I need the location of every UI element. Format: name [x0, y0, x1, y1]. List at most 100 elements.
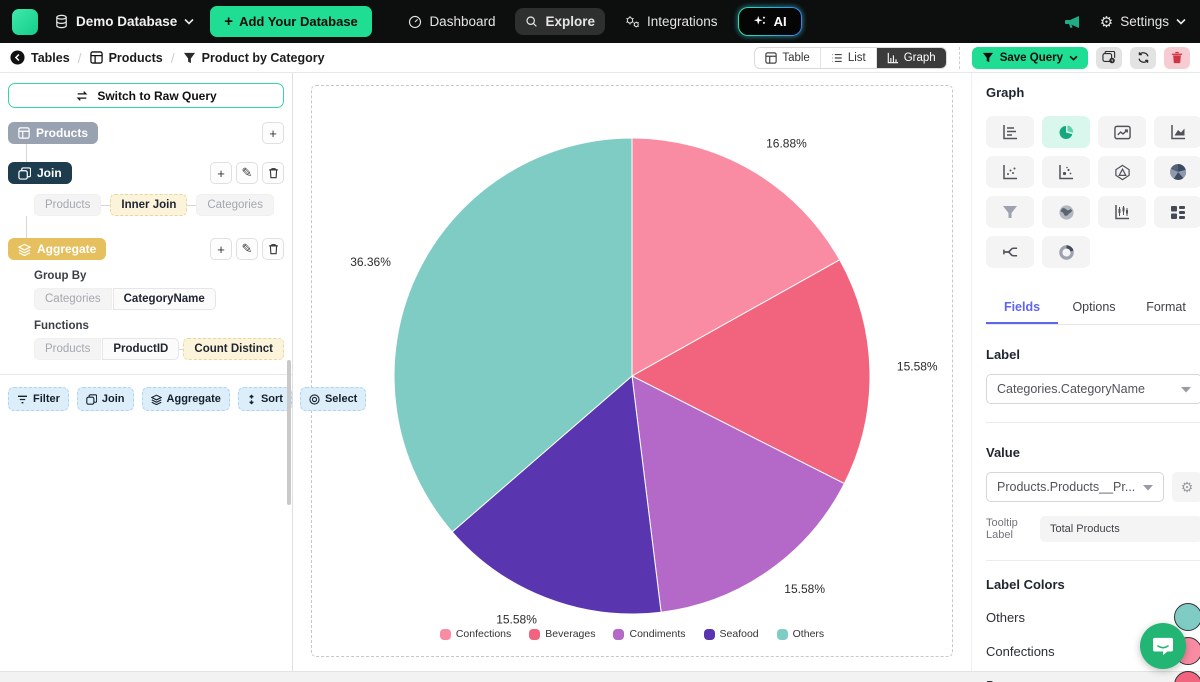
chart-card: 16.88% 15.58% 15.58% 15.58% 36.36% Confectio… — [311, 85, 953, 657]
trash-icon — [268, 167, 279, 179]
funnel-chart-icon[interactable] — [986, 196, 1034, 228]
aggregate-action-button[interactable]: Aggregate — [141, 387, 230, 411]
scatter-plot-icon[interactable] — [986, 156, 1034, 188]
value-settings-button[interactable]: ⚙ — [1172, 472, 1200, 502]
join-icon — [18, 166, 31, 180]
add-database-button[interactable]: + Add Your Database — [210, 6, 372, 37]
pie-slice-condiments[interactable] — [631, 375, 845, 613]
app-logo[interactable] — [12, 8, 38, 35]
legend-item-seafood[interactable]: Seafood — [703, 628, 759, 640]
saved-snapshots-button[interactable] — [1096, 46, 1122, 69]
aggregate-badge[interactable]: Aggregate — [8, 238, 107, 260]
pie-value-label: 15.58% — [897, 360, 938, 374]
chat-widget-button[interactable] — [1140, 623, 1186, 669]
horizontal-scrollbar[interactable] — [0, 671, 1200, 682]
treemap-chart-icon[interactable] — [1154, 196, 1200, 228]
panel-scrollbar[interactable] — [287, 360, 291, 505]
filter-action-button[interactable]: Filter — [8, 387, 69, 411]
bubble-chart-icon[interactable] — [1042, 156, 1090, 188]
select-icon — [309, 393, 320, 405]
source-table-badge[interactable]: Products — [8, 122, 99, 144]
nav-integrations[interactable]: Integrations — [615, 8, 728, 35]
aggregate-delete-button[interactable] — [262, 238, 284, 260]
aggregate-edit-button[interactable]: ✎ — [236, 238, 258, 260]
chip-connector — [179, 348, 184, 350]
pie-slice-beverages[interactable] — [630, 259, 871, 485]
select-action-button[interactable]: Select — [299, 387, 367, 411]
layers-icon — [18, 243, 31, 256]
group-table-chip[interactable]: Categories — [34, 288, 112, 310]
join-right-chip[interactable]: Categories — [196, 194, 274, 216]
search-icon — [525, 15, 538, 28]
join-add-button[interactable]: + — [210, 162, 232, 184]
label-field-select[interactable]: Categories.CategoryName — [986, 374, 1200, 404]
ai-button[interactable]: AI — [738, 7, 802, 36]
join-action-button[interactable]: Join — [76, 387, 134, 411]
bar-chart-icon[interactable] — [986, 116, 1034, 148]
fn-name-chip[interactable]: Count Distinct — [183, 338, 284, 360]
refresh-button[interactable] — [1130, 46, 1156, 69]
nav-settings[interactable]: ⚙ Settings — [1098, 7, 1188, 37]
delete-query-button[interactable] — [1164, 46, 1190, 69]
line-chart-icon[interactable] — [1098, 116, 1146, 148]
join-badge[interactable]: Join — [8, 162, 72, 184]
megaphone-icon[interactable] — [1064, 13, 1084, 31]
polar-chart-icon[interactable] — [1154, 156, 1200, 188]
view-graph-button[interactable]: Graph — [875, 47, 946, 68]
label-section-title: Label — [986, 347, 1020, 362]
tab-fields[interactable]: Fields — [986, 294, 1058, 324]
tab-format[interactable]: Format — [1146, 300, 1186, 314]
gear-icon: ⚙ — [1180, 478, 1194, 495]
join-icon — [86, 393, 97, 405]
switch-raw-query-button[interactable]: Switch to Raw Query — [8, 83, 284, 108]
aggregate-add-button[interactable]: + — [210, 238, 232, 260]
view-list-button[interactable]: List — [819, 47, 876, 68]
plus-icon: + — [224, 13, 234, 30]
pie-slice-confections[interactable] — [631, 137, 841, 377]
join-delete-button[interactable] — [262, 162, 284, 184]
breadcrumb-tables[interactable]: Tables — [10, 50, 70, 65]
legend-item-condiments[interactable]: Condiments — [613, 628, 686, 640]
group-field-chip[interactable]: CategoryName — [112, 288, 216, 310]
join-type-chip[interactable]: Inner Join — [110, 194, 188, 216]
panel-divider — [0, 374, 292, 375]
candlestick-chart-icon[interactable] — [1098, 196, 1146, 228]
breadcrumb-view[interactable]: Product by Category — [183, 51, 325, 65]
color-swatch[interactable] — [1174, 603, 1200, 631]
legend-label: Seafood — [719, 628, 759, 640]
join-edit-button[interactable]: ✎ — [236, 162, 258, 184]
color-swatch[interactable] — [1174, 671, 1200, 682]
card-history-icon — [1102, 51, 1116, 64]
swap-icon — [75, 90, 89, 102]
section-divider — [986, 560, 1200, 561]
legend-item-others[interactable]: Others — [776, 628, 824, 640]
view-table-button[interactable]: Table — [755, 47, 820, 68]
map-chart-icon[interactable] — [1042, 196, 1090, 228]
legend-item-confections[interactable]: Confections — [439, 628, 511, 640]
sort-action-button[interactable]: Sort — [237, 387, 292, 411]
label-color-row-beverages: Beverages — [986, 668, 1200, 682]
tooltip-label-input[interactable] — [1040, 516, 1200, 542]
area-chart-icon[interactable] — [1154, 116, 1200, 148]
pie-slice-others[interactable] — [393, 137, 633, 533]
pie-slice-seafood[interactable] — [451, 375, 662, 615]
legend-item-beverages[interactable]: Beverages — [529, 628, 595, 640]
gauge-chart-icon[interactable] — [1042, 236, 1090, 268]
join-left-chip[interactable]: Products — [34, 194, 102, 216]
nav-dashboard[interactable]: Dashboard — [398, 8, 505, 35]
pie-chart[interactable]: 16.88% 15.58% 15.58% 15.58% 36.36% — [312, 86, 952, 626]
pie-chart-icon[interactable] — [1042, 116, 1090, 148]
radar-chart-icon[interactable] — [1098, 156, 1146, 188]
tab-options[interactable]: Options — [1072, 300, 1116, 314]
legend-swatch — [529, 628, 541, 640]
sort-icon — [247, 394, 256, 405]
nav-explore[interactable]: Explore — [515, 8, 606, 35]
sankey-chart-icon[interactable] — [986, 236, 1034, 268]
breadcrumb-products[interactable]: Products — [89, 51, 163, 65]
add-step-button[interactable]: + — [262, 122, 284, 144]
fn-table-chip[interactable]: Products — [34, 338, 102, 360]
value-field-select[interactable]: Products.Products__Pr... — [986, 472, 1164, 502]
database-selector[interactable]: Demo Database — [48, 10, 200, 33]
save-query-button[interactable]: Save Query — [971, 46, 1088, 69]
fn-field-chip[interactable]: ProductID — [102, 338, 180, 360]
